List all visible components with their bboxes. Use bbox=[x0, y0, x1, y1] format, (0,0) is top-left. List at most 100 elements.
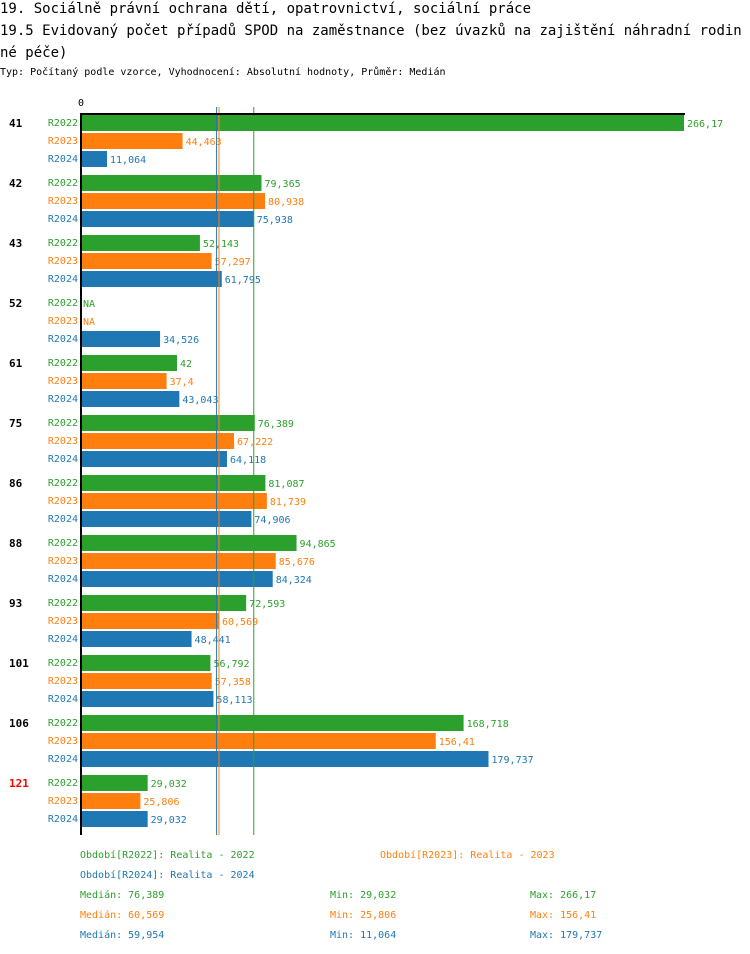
series-label: R2023 bbox=[48, 196, 78, 207]
stat-min-r2022: Min: 29,032 bbox=[330, 890, 397, 901]
value-label: 64,118 bbox=[230, 455, 266, 466]
value-label: 266,17 bbox=[687, 119, 723, 130]
value-label: 179,737 bbox=[492, 755, 534, 766]
series-label: R2023 bbox=[48, 436, 78, 447]
category-label: 121 bbox=[9, 777, 29, 790]
bar bbox=[82, 235, 200, 251]
page-title: 19. Sociálně právní ochrana dětí, opatro… bbox=[0, 1, 532, 17]
bar bbox=[82, 331, 161, 347]
value-label: 43,043 bbox=[182, 395, 218, 406]
series-label: R2024 bbox=[48, 754, 78, 765]
value-label: 72,593 bbox=[249, 599, 285, 610]
series-label: R2023 bbox=[48, 136, 78, 147]
series-label: R2023 bbox=[48, 556, 78, 567]
bar bbox=[82, 751, 489, 767]
bar bbox=[82, 433, 235, 449]
category-label: 52 bbox=[9, 297, 22, 310]
series-label: R2023 bbox=[48, 616, 78, 627]
bar bbox=[82, 475, 266, 491]
category-label: 88 bbox=[9, 537, 22, 550]
value-label: NA bbox=[83, 299, 95, 310]
category-label: 75 bbox=[9, 417, 22, 430]
value-label: 52,143 bbox=[203, 239, 239, 250]
bar bbox=[82, 655, 211, 671]
value-label: 76,389 bbox=[258, 419, 294, 430]
series-label: R2024 bbox=[48, 454, 78, 465]
value-label: 79,365 bbox=[265, 179, 301, 190]
bar bbox=[82, 673, 212, 689]
series-label: R2023 bbox=[48, 736, 78, 747]
series-label: R2023 bbox=[48, 376, 78, 387]
chart-subtitle: 19.5 Evidovaný počet případů SPOD na zam… bbox=[0, 23, 742, 61]
value-label: 37,4 bbox=[170, 377, 194, 388]
series-label: R2023 bbox=[48, 796, 78, 807]
stat-median-r2022: Medián: 76,389 bbox=[80, 890, 165, 901]
bar bbox=[82, 271, 222, 287]
series-label: R2022 bbox=[48, 298, 78, 309]
bar bbox=[82, 193, 266, 209]
bar bbox=[82, 511, 252, 527]
bar bbox=[82, 715, 464, 731]
value-label: 168,718 bbox=[467, 719, 509, 730]
category-label: 101 bbox=[9, 657, 29, 670]
category-label: 93 bbox=[9, 597, 22, 610]
value-label: 44,463 bbox=[186, 137, 222, 148]
series-label: R2024 bbox=[48, 274, 78, 285]
series-label: R2024 bbox=[48, 214, 78, 225]
value-label: NA bbox=[83, 317, 95, 328]
series-label: R2022 bbox=[48, 478, 78, 489]
value-label: 61,795 bbox=[225, 275, 261, 286]
category-label: 61 bbox=[9, 357, 23, 370]
series-label: R2024 bbox=[48, 394, 78, 405]
bar bbox=[82, 793, 141, 809]
value-label: 11,064 bbox=[110, 155, 146, 166]
series-label: R2022 bbox=[48, 598, 78, 609]
bar bbox=[82, 391, 180, 407]
series-label: R2024 bbox=[48, 334, 78, 345]
value-label: 94,865 bbox=[300, 539, 336, 550]
bar bbox=[82, 451, 228, 467]
category-label: 42 bbox=[9, 177, 22, 190]
value-label: 29,032 bbox=[151, 779, 187, 790]
series-label: R2024 bbox=[48, 634, 78, 645]
series-label: R2024 bbox=[48, 574, 78, 585]
bar bbox=[82, 691, 214, 707]
series-label: R2023 bbox=[48, 256, 78, 267]
value-label: 67,222 bbox=[237, 437, 273, 448]
category-label: 41 bbox=[9, 117, 23, 130]
bar bbox=[82, 115, 684, 131]
bar bbox=[82, 535, 297, 551]
bar bbox=[82, 373, 167, 389]
bar bbox=[82, 811, 148, 827]
series-label: R2023 bbox=[48, 496, 78, 507]
series-label: R2022 bbox=[48, 418, 78, 429]
series-label: R2023 bbox=[48, 316, 78, 327]
chart-meta: Typ: Počítaný podle vzorce, Vyhodnocení:… bbox=[0, 67, 446, 78]
series-label: R2022 bbox=[48, 538, 78, 549]
bar bbox=[82, 571, 273, 587]
value-label: 34,526 bbox=[163, 335, 199, 346]
bar bbox=[82, 355, 177, 371]
value-label: 56,792 bbox=[213, 659, 249, 670]
series-label: R2022 bbox=[48, 658, 78, 669]
value-label: 156,41 bbox=[439, 737, 475, 748]
series-label: R2022 bbox=[48, 178, 78, 189]
value-label: 74,906 bbox=[254, 515, 290, 526]
value-label: 81,739 bbox=[270, 497, 306, 508]
series-label: R2022 bbox=[48, 238, 78, 249]
bar bbox=[82, 553, 276, 569]
value-label: 84,324 bbox=[276, 575, 312, 586]
bar bbox=[82, 631, 192, 647]
series-label: R2024 bbox=[48, 694, 78, 705]
bar bbox=[82, 775, 148, 791]
category-label: 43 bbox=[9, 237, 22, 250]
value-label: 75,938 bbox=[257, 215, 293, 226]
bar bbox=[82, 133, 183, 149]
value-label: 60,569 bbox=[222, 617, 258, 628]
value-label: 81,087 bbox=[268, 479, 304, 490]
value-label: 57,297 bbox=[215, 257, 251, 268]
bar bbox=[82, 211, 254, 227]
series-label: R2022 bbox=[48, 358, 78, 369]
bar bbox=[82, 493, 267, 509]
